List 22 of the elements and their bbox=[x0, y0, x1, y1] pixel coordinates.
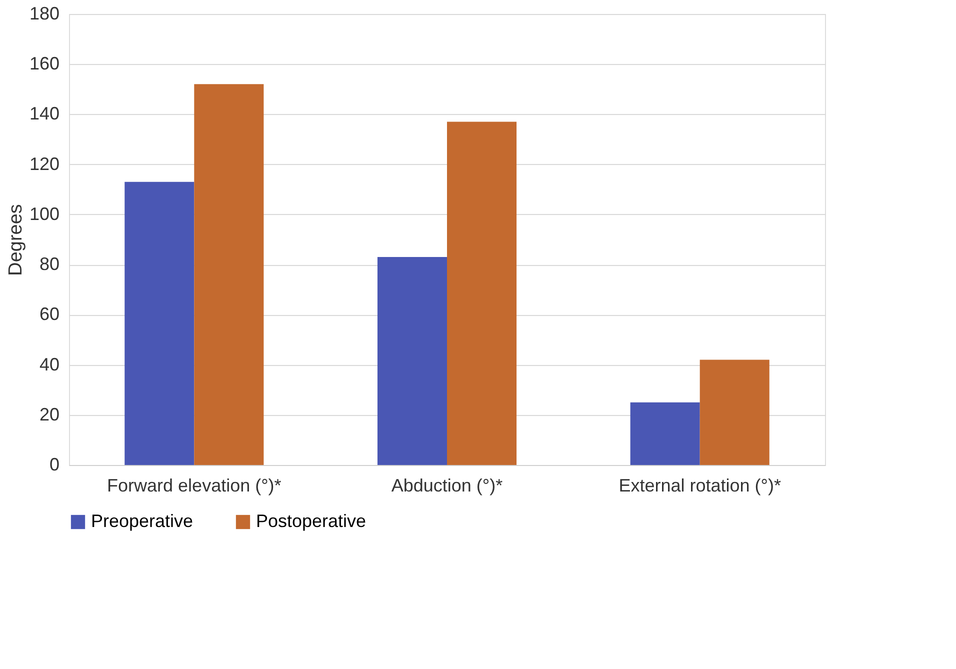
bar bbox=[377, 257, 447, 465]
x-tick-label: External rotation (°)* bbox=[618, 476, 781, 496]
y-tick-label: 60 bbox=[39, 304, 60, 324]
y-tick-label: 20 bbox=[39, 404, 60, 424]
legend-label: Preoperative bbox=[91, 511, 194, 531]
legend-label: Postoperative bbox=[256, 511, 366, 531]
x-tick-label: Forward elevation (°)* bbox=[107, 476, 282, 496]
y-axis-title: Degrees bbox=[5, 204, 26, 276]
bar bbox=[700, 360, 770, 465]
y-tick-label: 180 bbox=[29, 4, 60, 24]
y-tick-label: 40 bbox=[39, 354, 60, 374]
x-tick-label: Abduction (°)* bbox=[391, 476, 503, 496]
y-tick-label: 120 bbox=[29, 154, 60, 174]
bar bbox=[124, 182, 194, 465]
bar bbox=[447, 122, 517, 465]
y-tick-label: 0 bbox=[49, 454, 60, 474]
bar bbox=[194, 84, 264, 465]
y-tick-label: 160 bbox=[29, 54, 60, 74]
y-tick-label: 100 bbox=[29, 204, 60, 224]
y-tick-label: 80 bbox=[39, 254, 60, 274]
y-tick-label: 140 bbox=[29, 104, 60, 124]
bar bbox=[630, 402, 700, 465]
